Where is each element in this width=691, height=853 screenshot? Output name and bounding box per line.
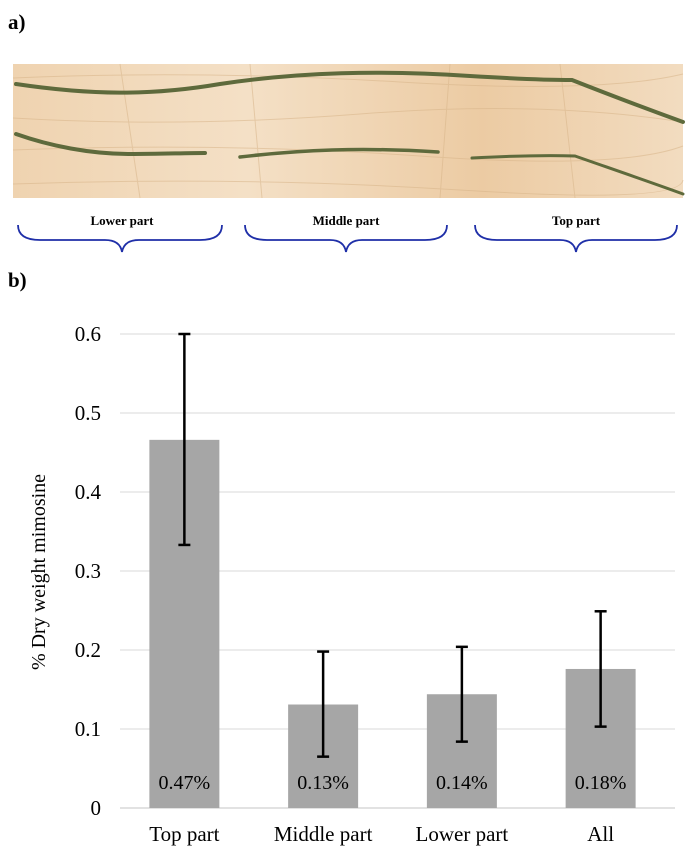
y-tick-label: 0.3	[75, 559, 101, 583]
y-tick-label: 0.1	[75, 717, 101, 741]
x-tick-label: All	[587, 822, 614, 846]
bar-data-labels: 0.47% 0.13% 0.14% 0.18%	[159, 772, 627, 794]
y-tick-label: 0.5	[75, 401, 101, 425]
top-part-label: Top part	[552, 213, 601, 228]
part-brackets	[17, 224, 678, 253]
x-tick-label: Top part	[149, 822, 219, 846]
top-segment	[470, 154, 685, 196]
bar-data-label: 0.14%	[436, 772, 488, 794]
x-tick-label: Lower part	[416, 822, 509, 846]
wood-grain	[12, 63, 684, 199]
bar-data-label: 0.13%	[297, 772, 349, 794]
lower-bracket	[17, 224, 223, 253]
lower-segment	[14, 132, 207, 157]
y-axis-ticks: 0 0.1 0.2 0.3 0.4 0.5 0.6	[75, 322, 102, 820]
whole-stem	[14, 70, 685, 124]
y-tick-label: 0.6	[75, 322, 101, 346]
lower-part-label: Lower part	[91, 213, 155, 228]
middle-bracket	[244, 224, 448, 253]
bar-data-label: 0.18%	[575, 772, 627, 794]
x-axis-ticks: Top part Middle part Lower part All	[149, 822, 614, 846]
middle-segment	[238, 147, 440, 159]
middle-part-label: Middle part	[313, 213, 380, 228]
bars	[149, 439, 636, 808]
error-bars	[178, 332, 607, 758]
top-bracket	[474, 224, 678, 253]
panel-b-label: b)	[8, 268, 27, 292]
y-tick-label: 0.2	[75, 638, 101, 662]
y-tick-label: 0	[91, 796, 102, 820]
y-axis-title: % Dry weight mimosine	[28, 474, 50, 670]
stem-photo: Lower part Middle part Top part	[12, 63, 685, 253]
panel-a-label: a)	[8, 10, 26, 34]
x-tick-label: Middle part	[274, 822, 373, 846]
bar-data-label: 0.47%	[159, 772, 211, 794]
y-tick-label: 0.4	[75, 480, 102, 504]
